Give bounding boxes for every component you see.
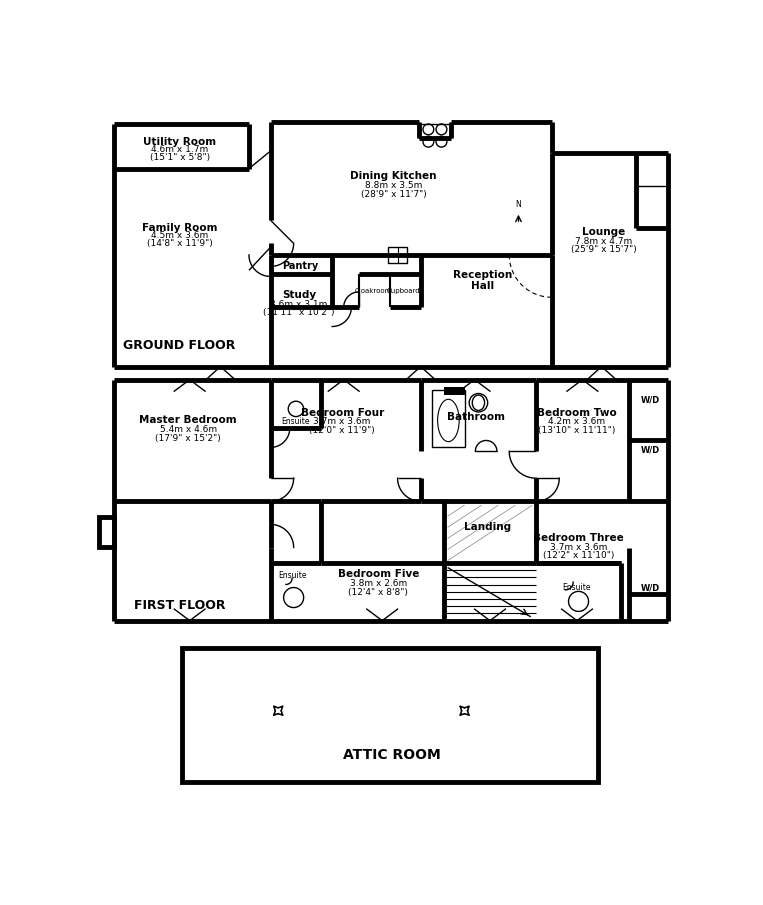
- Text: (14'8" x 11'9"): (14'8" x 11'9"): [146, 239, 213, 248]
- Text: ATTIC ROOM: ATTIC ROOM: [343, 748, 441, 762]
- Text: (13'10" x 11'11"): (13'10" x 11'11"): [539, 426, 616, 435]
- Text: GROUND FLOOR: GROUND FLOOR: [124, 339, 236, 352]
- Text: Cloakroom: Cloakroom: [354, 288, 391, 294]
- Text: Master Bedroom: Master Bedroom: [140, 415, 237, 425]
- Text: Lounge: Lounge: [582, 227, 626, 237]
- Text: Reception
Hall: Reception Hall: [452, 270, 512, 291]
- Text: Ensuite: Ensuite: [278, 571, 307, 580]
- Text: 4.2m x 3.6m: 4.2m x 3.6m: [549, 417, 606, 426]
- Text: W/D: W/D: [640, 445, 660, 454]
- Text: Pantry: Pantry: [282, 261, 318, 271]
- Text: 4.6m x 1.7m: 4.6m x 1.7m: [151, 145, 208, 154]
- Text: 3.7m x 3.6m: 3.7m x 3.6m: [550, 543, 607, 552]
- Text: (12'4" x 8'8"): (12'4" x 8'8"): [349, 587, 408, 596]
- Text: 7.8m x 4.7m: 7.8m x 4.7m: [575, 236, 633, 245]
- Text: 4.5m x 3.6m: 4.5m x 3.6m: [151, 231, 208, 240]
- Bar: [99, 517, 114, 548]
- Text: (17'9" x 15'2"): (17'9" x 15'2"): [155, 433, 221, 443]
- Text: (15'1" x 5'8"): (15'1" x 5'8"): [150, 153, 210, 162]
- Bar: [444, 387, 465, 395]
- Text: FIRST FLOOR: FIRST FLOOR: [134, 599, 225, 612]
- Text: (12'2" x 11'10"): (12'2" x 11'10"): [542, 551, 614, 560]
- Text: Utility Room: Utility Room: [143, 137, 216, 147]
- Text: Cupboard: Cupboard: [387, 288, 420, 294]
- Text: Study: Study: [282, 290, 316, 300]
- Text: (28'9" x 11'7"): (28'9" x 11'7"): [361, 189, 427, 198]
- Text: Bedroom Two: Bedroom Two: [537, 408, 617, 418]
- Text: W/D: W/D: [640, 583, 660, 592]
- Text: Landing: Landing: [464, 521, 511, 532]
- Bar: [432, 390, 465, 447]
- Text: Bedroom Five: Bedroom Five: [338, 569, 419, 579]
- Text: 3.6m x 3.1m: 3.6m x 3.1m: [270, 300, 328, 309]
- Text: (25'9" x 15'7"): (25'9" x 15'7"): [571, 245, 637, 254]
- Bar: [388, 247, 407, 262]
- Text: Ensuite: Ensuite: [562, 583, 591, 592]
- Text: Bedroom Three: Bedroom Three: [533, 533, 624, 543]
- Text: (12'0" x 11'9"): (12'0" x 11'9"): [309, 426, 375, 435]
- Text: Bathroom: Bathroom: [447, 412, 505, 422]
- Bar: [419, 124, 452, 138]
- Bar: [182, 648, 597, 782]
- Text: Ensuite: Ensuite: [281, 417, 310, 426]
- Text: N: N: [516, 201, 521, 209]
- Text: Family Room: Family Room: [142, 223, 217, 233]
- Text: (11'11" x 10'2"): (11'11" x 10'2"): [263, 308, 335, 317]
- Text: 3.7m x 3.6m: 3.7m x 3.6m: [314, 417, 371, 426]
- Text: 3.8m x 2.6m: 3.8m x 2.6m: [349, 579, 407, 588]
- Text: Dining Kitchen: Dining Kitchen: [350, 171, 437, 181]
- Text: Bedroom Four: Bedroom Four: [301, 408, 384, 418]
- Text: W/D: W/D: [640, 395, 660, 405]
- Text: 8.8m x 3.5m: 8.8m x 3.5m: [365, 181, 423, 190]
- Text: 5.4m x 4.6m: 5.4m x 4.6m: [159, 425, 217, 434]
